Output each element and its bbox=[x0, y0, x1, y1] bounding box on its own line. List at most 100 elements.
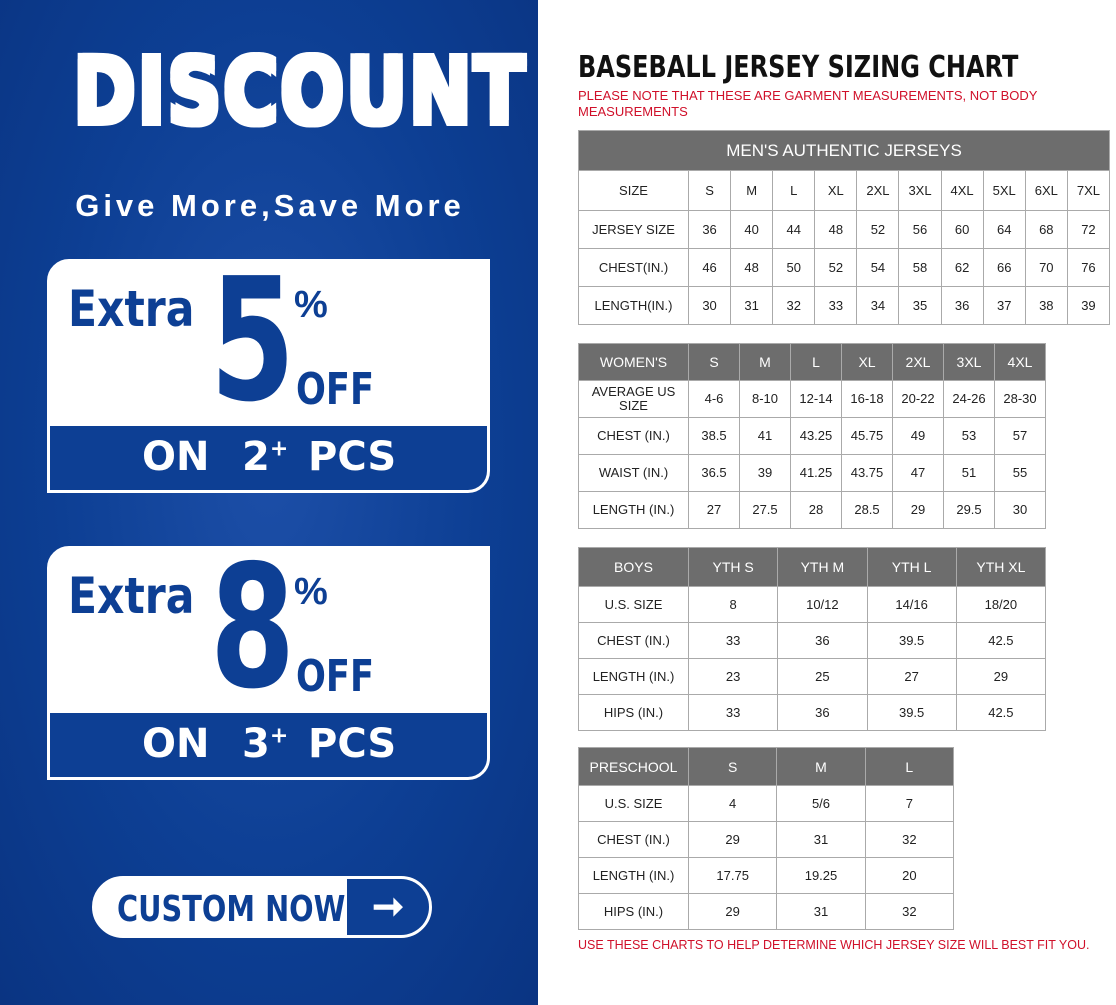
offer-plus: + bbox=[269, 723, 289, 749]
table-cell: 28.5 bbox=[841, 491, 893, 529]
table-cell: 60 bbox=[940, 210, 984, 249]
column-header: M bbox=[776, 747, 866, 786]
offer-qty: 2 bbox=[242, 434, 270, 480]
table-cell: 51 bbox=[943, 454, 995, 492]
table-row: LENGTH (IN.) 23 25 27 29 bbox=[578, 658, 1047, 695]
table-cell: 10/12 bbox=[777, 586, 868, 623]
offer-value: 8 bbox=[210, 546, 296, 727]
column-header: WOMEN'S bbox=[578, 343, 689, 381]
table-row: CHEST(IN.) 46 48 50 52 54 58 62 66 70 76 bbox=[578, 248, 1111, 287]
column-header: 4XL bbox=[994, 343, 1046, 381]
table-cell: 32 bbox=[864, 821, 955, 858]
promo-panel: DISCOUNT Give More,Save More Extra 5 % O… bbox=[0, 0, 538, 1005]
table-row: CHEST (IN.) 33 36 39.5 42.5 bbox=[578, 622, 1047, 659]
column-header: YTH L bbox=[866, 547, 957, 587]
offer-extra: Extra bbox=[68, 280, 195, 338]
table-cell: 29 bbox=[687, 893, 778, 930]
table-cell: 36.5 bbox=[688, 454, 740, 492]
custom-now-button[interactable]: CUSTOM NOW ➞ bbox=[92, 876, 432, 938]
offer-card-8: Extra 8 % OFF ON 3+ PCS bbox=[47, 546, 490, 780]
table-cell: 41 bbox=[739, 417, 791, 455]
offer-pcs: PCS bbox=[308, 434, 397, 480]
table-cell: 34 bbox=[856, 286, 900, 325]
column-header: S bbox=[688, 343, 740, 381]
table-cell: 28 bbox=[790, 491, 842, 529]
table-cell: 39.5 bbox=[866, 622, 957, 659]
chart-title: BASEBALL JERSEY SIZING CHART bbox=[578, 50, 1019, 85]
table-row: LENGTH(IN.) 30 31 32 33 34 35 36 37 38 39 bbox=[578, 286, 1111, 325]
table-cell: 53 bbox=[943, 417, 995, 455]
chart-footer: USE THESE CHARTS TO HELP DETERMINE WHICH… bbox=[578, 938, 1090, 952]
table-row: U.S. SIZE 8 10/12 14/16 18/20 bbox=[578, 586, 1047, 623]
column-header: 5XL bbox=[982, 170, 1026, 211]
table-cell: 36 bbox=[777, 622, 868, 659]
table-cell: 45.75 bbox=[841, 417, 893, 455]
table-cell: 12-14 bbox=[790, 380, 842, 418]
header-row: PRESCHOOL S M L bbox=[578, 747, 955, 786]
table-cell: 49 bbox=[892, 417, 944, 455]
offer-off: OFF bbox=[296, 364, 375, 415]
column-header: 4XL bbox=[940, 170, 984, 211]
row-label: AVERAGE US SIZE bbox=[578, 380, 689, 418]
table-cell: 29 bbox=[892, 491, 944, 529]
column-header: M bbox=[739, 343, 791, 381]
table-row: JERSEY SIZE 36 40 44 48 52 56 60 64 68 72 bbox=[578, 210, 1111, 249]
table-cell: 36 bbox=[940, 286, 984, 325]
table-cell: 52 bbox=[856, 210, 900, 249]
table-cell: 70 bbox=[1024, 248, 1068, 287]
table-cell: 23 bbox=[687, 658, 779, 695]
table-cell: 35 bbox=[898, 286, 942, 325]
offer-plus: + bbox=[269, 436, 289, 462]
table-cell: 31 bbox=[776, 893, 866, 930]
table-row: LENGTH (IN.) 27 27.5 28 28.5 29 29.5 30 bbox=[578, 491, 1046, 529]
column-header: SIZE bbox=[578, 170, 689, 211]
column-header: YTH M bbox=[777, 547, 868, 587]
table-cell: 29.5 bbox=[943, 491, 995, 529]
table-cell: 19.25 bbox=[776, 857, 866, 894]
table-cell: 27 bbox=[866, 658, 957, 695]
column-header: 2XL bbox=[856, 170, 900, 211]
table-cell: 66 bbox=[982, 248, 1026, 287]
column-header: L bbox=[772, 170, 816, 211]
table-cell: 33 bbox=[687, 622, 779, 659]
table-cell: 8-10 bbox=[739, 380, 791, 418]
table-cell: 37 bbox=[982, 286, 1026, 325]
arrow-right-icon: ➞ bbox=[347, 879, 429, 935]
table-cell: 58 bbox=[898, 248, 942, 287]
table-cell: 62 bbox=[940, 248, 984, 287]
table-cell: 43.75 bbox=[841, 454, 893, 492]
column-header: S bbox=[687, 747, 778, 786]
womens-table: WOMEN'S S M L XL 2XL 3XL 4XL AVERAGE US SIZE 4-6 8… bbox=[578, 343, 1046, 529]
offer-off: OFF bbox=[296, 651, 375, 702]
table-cell: 25 bbox=[777, 658, 868, 695]
table-cell: 33 bbox=[814, 286, 858, 325]
table-row: AVERAGE US SIZE 4-6 8-10 12-14 16-18 20-22 24-… bbox=[578, 380, 1046, 418]
table-cell: 48 bbox=[730, 248, 774, 287]
table-cell: 36 bbox=[687, 210, 732, 249]
offer-extra: Extra bbox=[68, 567, 195, 625]
table-cell: 42.5 bbox=[955, 694, 1047, 731]
offer-value: 5 bbox=[210, 259, 296, 440]
table-cell: 68 bbox=[1024, 210, 1068, 249]
table-cell: 4-6 bbox=[688, 380, 740, 418]
table-row: LENGTH (IN.) 17.75 19.25 20 bbox=[578, 857, 955, 894]
column-header: YTH XL bbox=[955, 547, 1047, 587]
table-cell: 41.25 bbox=[790, 454, 842, 492]
table-cell: 64 bbox=[982, 210, 1026, 249]
table-cell: 38.5 bbox=[688, 417, 740, 455]
table-cell: 40 bbox=[730, 210, 774, 249]
table-cell: 38 bbox=[1024, 286, 1068, 325]
table-cell: 17.75 bbox=[687, 857, 778, 894]
column-header: 6XL bbox=[1024, 170, 1068, 211]
table-cell: 30 bbox=[687, 286, 732, 325]
row-label: CHEST (IN.) bbox=[578, 622, 689, 659]
row-label: JERSEY SIZE bbox=[578, 210, 689, 249]
header-row: WOMEN'S S M L XL 2XL 3XL 4XL bbox=[578, 343, 1046, 381]
table-cell: 50 bbox=[772, 248, 816, 287]
table-cell: 5/6 bbox=[776, 785, 866, 822]
table-cell: 39.5 bbox=[866, 694, 957, 731]
column-header: M bbox=[730, 170, 774, 211]
offer-band: ON 3+ PCS bbox=[50, 713, 487, 777]
column-header: L bbox=[864, 747, 955, 786]
column-header: YTH S bbox=[687, 547, 779, 587]
